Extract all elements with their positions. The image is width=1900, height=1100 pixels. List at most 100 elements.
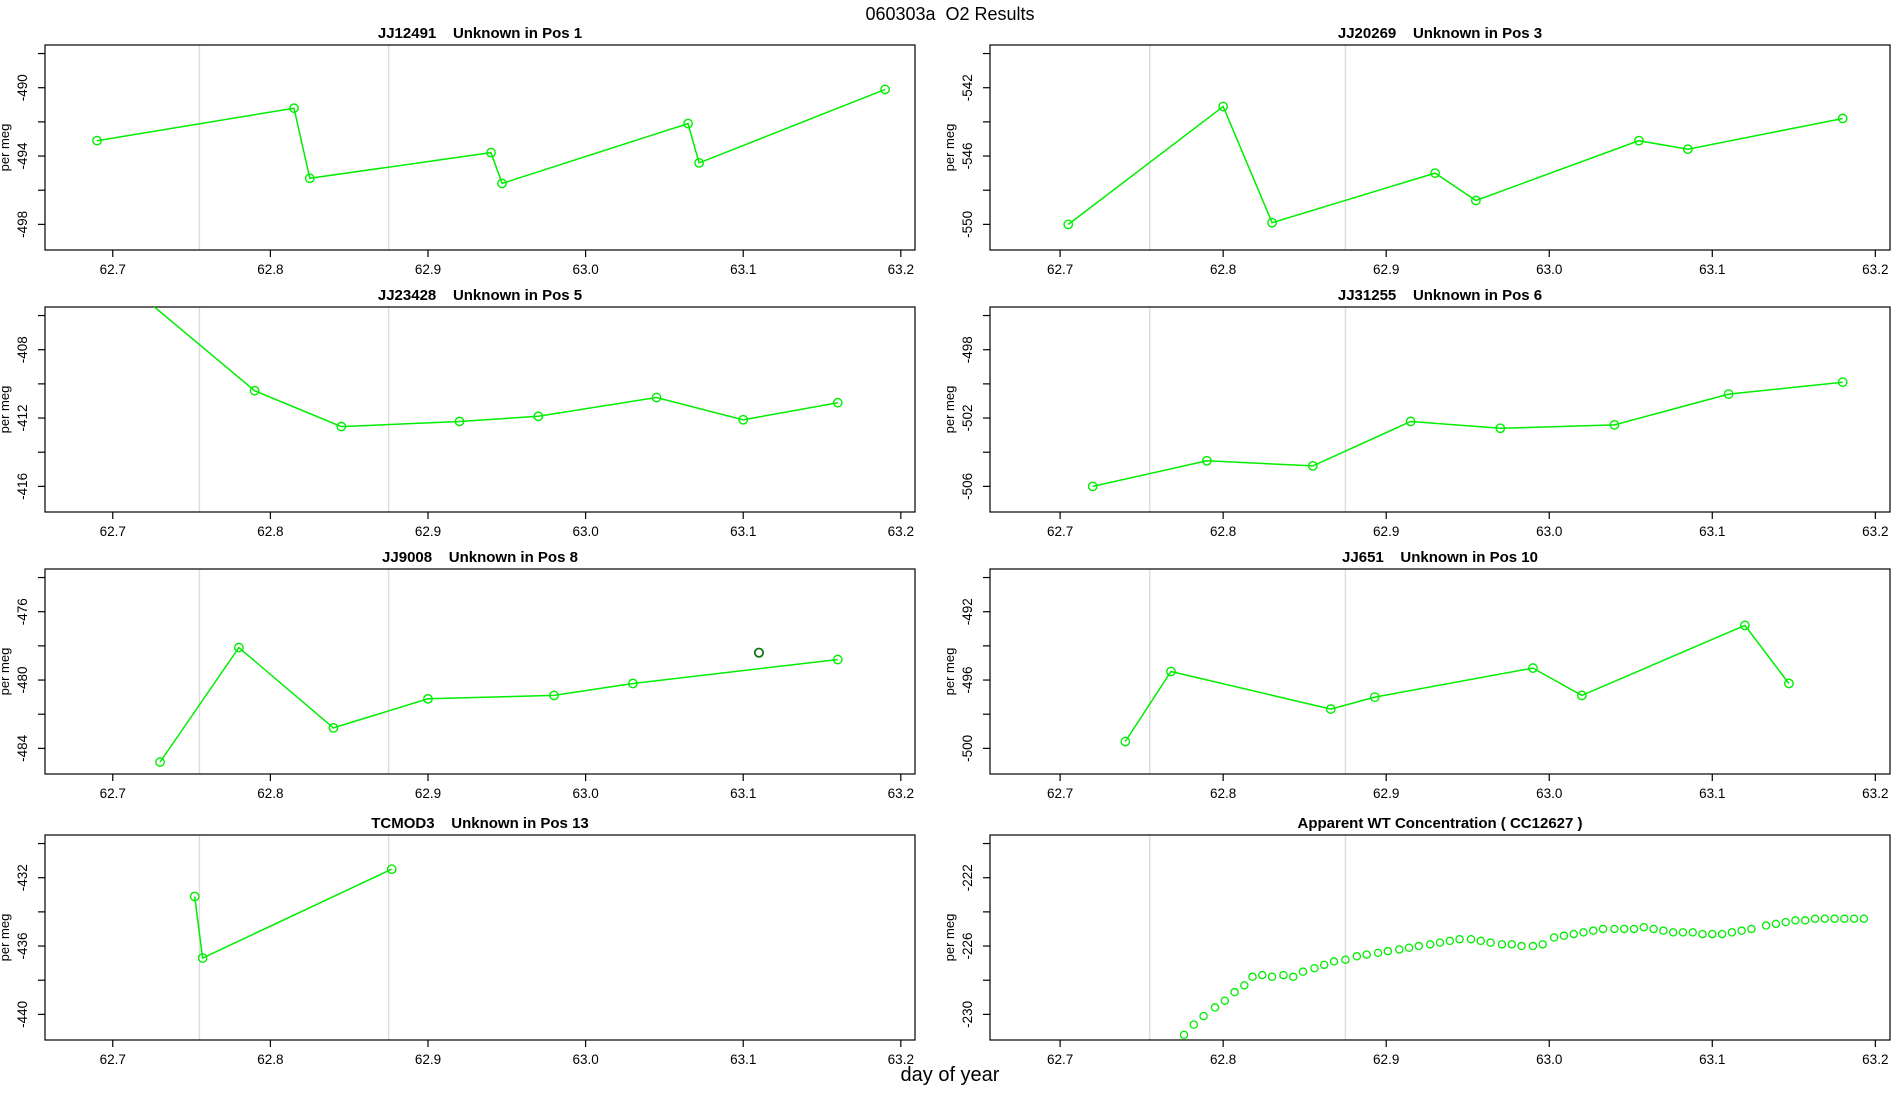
svg-text:62.8: 62.8: [1210, 786, 1236, 801]
plot-title: JJ23428 Unknown in Pos 5: [377, 287, 583, 304]
svg-text:63.2: 63.2: [1862, 1052, 1888, 1067]
subplot-tcmod3-pos13: TCMOD3 Unknown in Pos 13 62.7 62.8 62.9 63.…: [0, 815, 950, 1077]
x-axis-label: day of year: [900, 1064, 1000, 1086]
svg-text:63.2: 63.2: [888, 262, 914, 277]
y-axis-unit-label: per meg: [0, 386, 12, 434]
subplot-jj12491-pos1: JJ12491 Unknown in Pos 1 62.7 62.8 62.9 63.…: [0, 25, 950, 287]
subplot-jj9008-pos8: JJ9008 Unknown in Pos 8 62.7 62.8 62.9 63.0…: [0, 549, 950, 811]
plot-title: JJ20269 Unknown in Pos 3: [1337, 25, 1543, 42]
plot-area: 62.7 62.8 62.9 63.0 63.1 63.2 -506 -502 -498 per …: [945, 306, 1891, 539]
subplot-cc12627-concentration: Apparent WT Concentration ( CC12627 ) 62…: [945, 815, 1900, 1077]
plot-area: 62.7 62.8 62.9 63.0 63.1 63.2 -550 -546 -542 per …: [945, 44, 1891, 277]
svg-text:63.2: 63.2: [1862, 786, 1888, 801]
svg-text:-490: -490: [15, 74, 30, 101]
svg-text:62.7: 62.7: [100, 262, 126, 277]
svg-text:-226: -226: [960, 933, 975, 960]
svg-text:62.7: 62.7: [1047, 786, 1073, 801]
plot-title: JJ9008 Unknown in Pos 8: [382, 549, 578, 566]
svg-text:-408: -408: [15, 336, 30, 363]
svg-text:63.2: 63.2: [888, 786, 914, 801]
plot-area: 62.7 62.8 62.9 63.0 63.1 63.2 -416 -412 -408 per …: [0, 306, 916, 539]
svg-text:-542: -542: [960, 74, 975, 101]
svg-text:63.1: 63.1: [1699, 1052, 1725, 1067]
svg-text:62.7: 62.7: [1047, 524, 1073, 539]
svg-text:62.8: 62.8: [1210, 524, 1236, 539]
svg-text:-436: -436: [15, 933, 30, 960]
svg-text:-496: -496: [960, 667, 975, 694]
subplot-jj651-pos10: JJ651 Unknown in Pos 10 62.7 62.8 62.9 63.0…: [945, 549, 1900, 811]
svg-text:63.2: 63.2: [888, 1052, 914, 1067]
svg-text:62.8: 62.8: [257, 786, 283, 801]
svg-text:-484: -484: [15, 734, 30, 762]
svg-text:62.8: 62.8: [257, 262, 283, 277]
svg-text:63.2: 63.2: [888, 524, 914, 539]
svg-text:63.1: 63.1: [730, 786, 756, 801]
svg-text:63.0: 63.0: [1536, 524, 1562, 539]
svg-text:62.9: 62.9: [1373, 524, 1399, 539]
y-axis-unit-label: per meg: [0, 914, 12, 962]
svg-text:63.0: 63.0: [1536, 786, 1562, 801]
svg-text:63.1: 63.1: [1699, 524, 1725, 539]
svg-text:-502: -502: [960, 405, 975, 432]
page-title: 060303a O2 Results: [865, 4, 1035, 24]
svg-text:63.0: 63.0: [1536, 1052, 1562, 1067]
svg-text:63.1: 63.1: [1699, 786, 1725, 801]
svg-text:-476: -476: [15, 598, 30, 625]
svg-text:-432: -432: [15, 864, 30, 891]
plot-title: JJ651 Unknown in Pos 10: [1342, 549, 1538, 566]
plot-area: 62.7 62.8 62.9 63.0 63.1 63.2 -230 -226 -222 per …: [945, 834, 1891, 1067]
svg-text:62.9: 62.9: [1373, 1052, 1399, 1067]
svg-text:62.7: 62.7: [100, 1052, 126, 1067]
svg-text:62.8: 62.8: [257, 524, 283, 539]
svg-text:62.9: 62.9: [415, 786, 441, 801]
svg-text:63.0: 63.0: [572, 1052, 598, 1067]
svg-text:-546: -546: [960, 143, 975, 170]
subplot-jj20269-pos3: JJ20269 Unknown in Pos 3 62.7 62.8 62.9 63.…: [945, 25, 1900, 287]
svg-text:63.1: 63.1: [730, 524, 756, 539]
svg-text:62.8: 62.8: [257, 1052, 283, 1067]
svg-text:63.2: 63.2: [1862, 524, 1888, 539]
svg-text:-416: -416: [15, 473, 30, 500]
svg-text:63.0: 63.0: [1536, 262, 1562, 277]
svg-text:62.9: 62.9: [1373, 786, 1399, 801]
svg-text:-222: -222: [960, 864, 975, 891]
outlier-point: [753, 647, 765, 658]
y-axis-unit-label: per meg: [945, 124, 957, 172]
svg-text:62.7: 62.7: [1047, 1052, 1073, 1067]
y-axis-unit-label: per meg: [945, 386, 957, 434]
y-axis-unit-label: per meg: [0, 124, 12, 172]
subplot-jj23428-pos5: JJ23428 Unknown in Pos 5 62.7 62.8 62.9 63.…: [0, 287, 950, 549]
svg-text:63.2: 63.2: [1862, 262, 1888, 277]
svg-text:62.7: 62.7: [1047, 262, 1073, 277]
plot-area: 62.7 62.8 62.9 63.0 63.1 63.2 -440 -436 -432 per …: [0, 834, 916, 1067]
svg-text:-480: -480: [15, 667, 30, 694]
svg-text:62.9: 62.9: [415, 524, 441, 539]
plot-area: 62.7 62.8 62.9 63.0 63.1 63.2 -500 -496 -492 per …: [945, 568, 1891, 801]
svg-text:63.1: 63.1: [1699, 262, 1725, 277]
svg-text:63.0: 63.0: [572, 786, 598, 801]
svg-text:63.0: 63.0: [572, 524, 598, 539]
svg-text:-500: -500: [960, 735, 975, 762]
svg-text:-550: -550: [960, 211, 975, 238]
svg-text:-492: -492: [960, 598, 975, 625]
svg-text:62.9: 62.9: [415, 1052, 441, 1067]
plot-title: TCMOD3 Unknown in Pos 13: [371, 815, 589, 832]
y-axis-unit-label: per meg: [0, 648, 12, 696]
svg-text:63.1: 63.1: [730, 1052, 756, 1067]
y-axis-unit-label: per meg: [945, 914, 957, 962]
plot-area: 62.7 62.8 62.9 63.0 63.1 63.2 -498 -494 -490 per …: [0, 44, 916, 277]
plot-title: Apparent WT Concentration ( CC12627 ): [1297, 815, 1583, 832]
svg-text:62.9: 62.9: [1373, 262, 1399, 277]
svg-text:-494: -494: [15, 142, 30, 170]
svg-text:63.1: 63.1: [730, 262, 756, 277]
plot-area: 62.7 62.8 62.9 63.0 63.1 63.2 -484 -480 -476 per …: [0, 568, 916, 801]
svg-text:62.7: 62.7: [100, 524, 126, 539]
svg-text:62.9: 62.9: [415, 262, 441, 277]
y-axis-unit-label: per meg: [945, 648, 957, 696]
svg-text:-412: -412: [15, 405, 30, 432]
plot-title: JJ12491 Unknown in Pos 1: [377, 25, 583, 42]
svg-text:63.0: 63.0: [572, 262, 598, 277]
subplot-jj31255-pos6: JJ31255 Unknown in Pos 6 62.7 62.8 62.9 63.…: [945, 287, 1900, 549]
svg-text:-498: -498: [15, 211, 30, 238]
